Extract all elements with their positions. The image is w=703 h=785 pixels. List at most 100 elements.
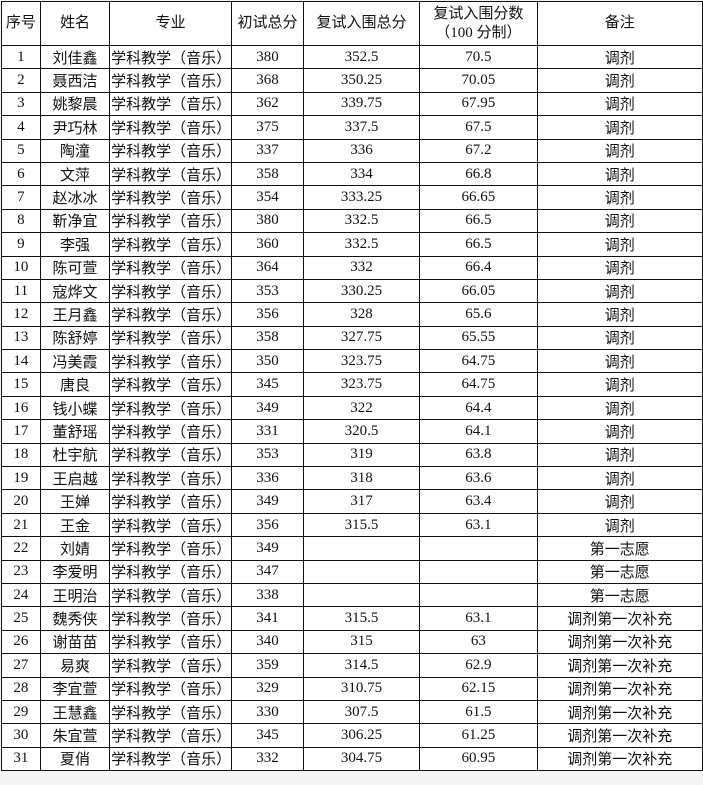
- cell-retest-score-100: 66.4: [419, 255, 538, 280]
- cell-index: 19: [1, 466, 41, 491]
- cell-major: 学科教学（音乐）: [109, 582, 233, 608]
- cell-initial-score: 375: [231, 115, 304, 140]
- header-major: 专业: [109, 1, 233, 46]
- cell-index: 12: [1, 302, 41, 327]
- cell-name: 李强: [39, 232, 111, 257]
- cell-name: 寇烨文: [39, 278, 111, 304]
- cell-major: 学科教学（音乐）: [109, 466, 233, 491]
- cell-index: 8: [1, 208, 41, 234]
- cell-retest-total: [302, 559, 421, 584]
- cell-index: 20: [1, 489, 41, 514]
- cell-retest-total: 350.25: [302, 68, 421, 93]
- cell-name: 王明治: [39, 582, 111, 608]
- cell-index: 27: [1, 653, 41, 678]
- cell-retest-score-100: 66.5: [419, 208, 538, 234]
- cell-index: 24: [1, 582, 41, 608]
- cell-initial-score: 341: [231, 606, 304, 631]
- cell-retest-score-100: 62.15: [419, 676, 538, 701]
- cell-initial-score: 380: [231, 44, 304, 70]
- cell-major: 学科教学（音乐）: [109, 278, 233, 304]
- cell-name: 王金: [39, 512, 111, 538]
- cell-major: 学科教学（音乐）: [109, 208, 233, 234]
- cell-remark: 调剂第一次补充: [536, 606, 703, 631]
- cell-initial-score: 347: [231, 559, 304, 584]
- cell-index: 7: [1, 185, 41, 210]
- cell-retest-score-100: 63.1: [419, 606, 538, 631]
- cell-remark: 调剂第一次补充: [536, 653, 703, 678]
- cell-name: 王启越: [39, 466, 111, 491]
- cell-major: 学科教学（音乐）: [109, 302, 233, 327]
- table-row: 14 冯美霞 学科教学（音乐） 350 323.75 64.75 调剂: [1, 349, 703, 374]
- cell-retest-score-100: 64.75: [419, 372, 538, 397]
- cell-index: 2: [1, 68, 41, 93]
- table-row: 15 唐良 学科教学（音乐） 345 323.75 64.75 调剂: [1, 372, 703, 397]
- cell-index: 15: [1, 372, 41, 397]
- table-row: 23 李爱明 学科教学（音乐） 347 第一志愿: [1, 559, 703, 584]
- cell-name: 易爽: [39, 653, 111, 678]
- cell-remark: 第一志愿: [536, 536, 703, 561]
- table-row: 20 王婵 学科教学（音乐） 349 317 63.4 调剂: [1, 489, 703, 514]
- cell-retest-total: 327.75: [302, 325, 421, 351]
- cell-remark: 调剂: [536, 512, 703, 538]
- cell-major: 学科教学（音乐）: [109, 512, 233, 538]
- cell-name: 钱小蝶: [39, 395, 111, 421]
- cell-initial-score: 360: [231, 232, 304, 257]
- cell-initial-score: 353: [231, 278, 304, 304]
- cell-initial-score: 332: [231, 746, 304, 772]
- cell-initial-score: 354: [231, 185, 304, 210]
- cell-retest-score-100: 66.8: [419, 161, 538, 187]
- cell-major: 学科教学（音乐）: [109, 442, 233, 468]
- cell-remark: 调剂: [536, 419, 703, 444]
- cell-remark: 调剂: [536, 442, 703, 468]
- cell-index: 31: [1, 746, 41, 772]
- cell-remark: 第一志愿: [536, 559, 703, 584]
- cell-retest-total: 332.5: [302, 208, 421, 234]
- cell-initial-score: 362: [231, 91, 304, 117]
- cell-initial-score: 349: [231, 489, 304, 514]
- cell-name: 王婵: [39, 489, 111, 514]
- cell-retest-score-100: [419, 559, 538, 584]
- cell-name: 朱宜萱: [39, 723, 111, 748]
- cell-index: 25: [1, 606, 41, 631]
- cell-name: 夏俏: [39, 746, 111, 772]
- cell-remark: 调剂: [536, 372, 703, 397]
- table-row: 30 朱宜萱 学科教学（音乐） 345 306.25 61.25 调剂第一次补充: [1, 723, 703, 748]
- cell-initial-score: 349: [231, 536, 304, 561]
- cell-index: 5: [1, 138, 41, 163]
- cell-index: 29: [1, 699, 41, 725]
- cell-index: 11: [1, 278, 41, 304]
- header-remark: 备注: [536, 1, 703, 46]
- header-retest-score-100: 复试入围分数 （100 分制）: [419, 1, 538, 46]
- cell-retest-total: 314.5: [302, 653, 421, 678]
- cell-name: 文萍: [39, 161, 111, 187]
- cell-major: 学科教学（音乐）: [109, 325, 233, 351]
- cell-name: 靳净宜: [39, 208, 111, 234]
- cell-name: 陶潼: [39, 138, 111, 163]
- table-row: 11 寇烨文 学科教学（音乐） 353 330.25 66.05 调剂: [1, 278, 703, 304]
- cell-retest-total: 333.25: [302, 185, 421, 210]
- cell-remark: 调剂: [536, 138, 703, 163]
- table-row: 24 王明治 学科教学（音乐） 338 第一志愿: [1, 582, 703, 608]
- table-row: 3 姚黎晨 学科教学（音乐） 362 339.75 67.95 调剂: [1, 91, 703, 117]
- cell-retest-score-100: 66.5: [419, 232, 538, 257]
- cell-major: 学科教学（音乐）: [109, 68, 233, 93]
- cell-remark: 调剂: [536, 91, 703, 117]
- cell-name: 赵冰冰: [39, 185, 111, 210]
- cell-major: 学科教学（音乐）: [109, 676, 233, 701]
- cell-index: 26: [1, 629, 41, 655]
- cell-index: 28: [1, 676, 41, 701]
- table-row: 7 赵冰冰 学科教学（音乐） 354 333.25 66.65 调剂: [1, 185, 703, 210]
- table-row: 19 王启越 学科教学（音乐） 336 318 63.6 调剂: [1, 466, 703, 491]
- cell-retest-score-100: 64.75: [419, 349, 538, 374]
- cell-major: 学科教学（音乐）: [109, 138, 233, 163]
- cell-retest-score-100: 67.5: [419, 115, 538, 140]
- cell-remark: 第一志愿: [536, 582, 703, 608]
- cell-retest-total: 330.25: [302, 278, 421, 304]
- table-row: 1 刘佳鑫 学科教学（音乐） 380 352.5 70.5 调剂: [1, 44, 703, 70]
- cell-retest-score-100: 70.5: [419, 44, 538, 70]
- cell-name: 谢苗苗: [39, 629, 111, 655]
- cell-name: 聂西洁: [39, 68, 111, 93]
- cell-retest-total: 318: [302, 466, 421, 491]
- cell-initial-score: 356: [231, 302, 304, 327]
